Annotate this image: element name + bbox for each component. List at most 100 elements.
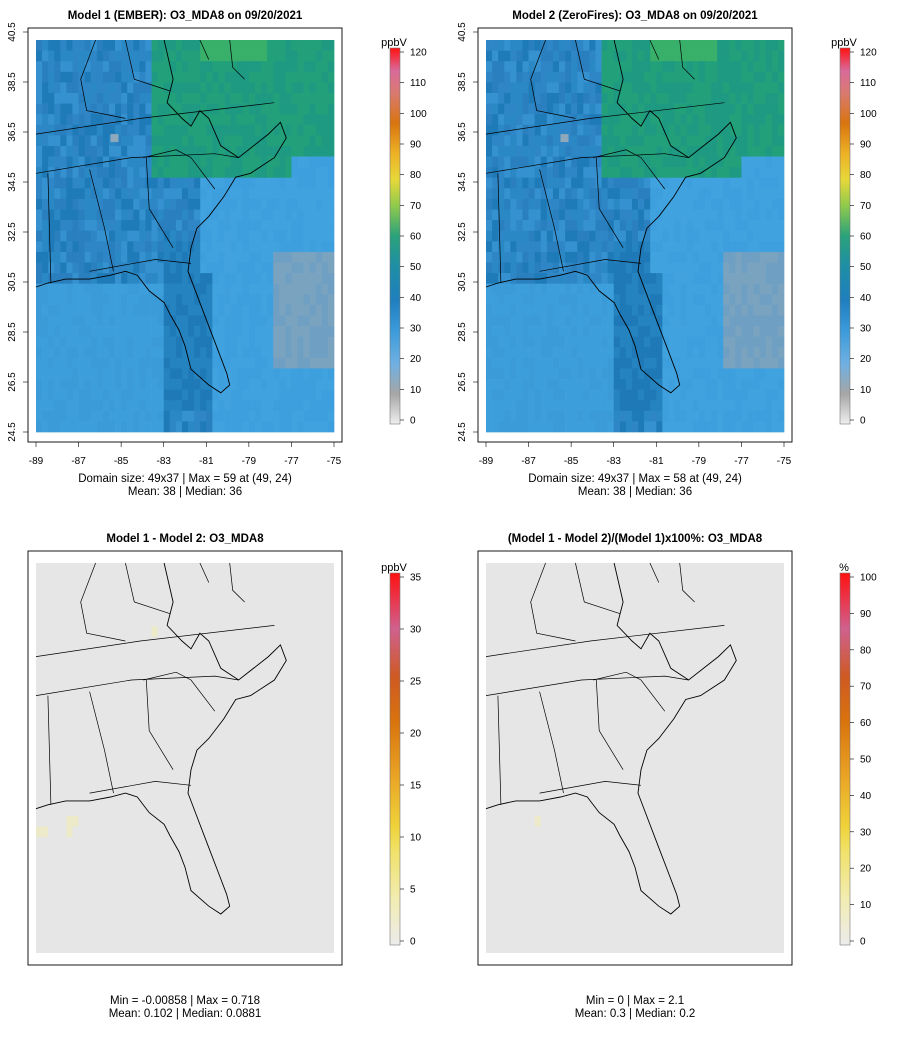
grid-cell — [747, 336, 754, 348]
grid-cell — [534, 815, 541, 827]
grid-cell — [680, 82, 688, 94]
grid-cell — [321, 135, 329, 147]
grid-cell — [717, 92, 724, 104]
grid-cell — [729, 262, 736, 274]
grid-cell — [194, 61, 201, 73]
grid-cell — [528, 188, 535, 200]
grid-cell — [315, 262, 323, 274]
grid-cell — [42, 410, 49, 422]
grid-cell — [327, 156, 335, 168]
grid-cell — [157, 230, 165, 242]
grid-cell — [261, 198, 268, 210]
grid-cell — [552, 124, 560, 136]
grid-cell — [102, 273, 110, 285]
grid-cell — [595, 114, 602, 126]
grid-cell — [188, 220, 195, 232]
grid-cell — [650, 230, 657, 242]
grid-cell — [108, 177, 116, 189]
grid-cell — [151, 114, 158, 126]
grid-cell — [522, 326, 529, 337]
grid-cell — [741, 389, 748, 401]
grid-cell — [315, 389, 323, 401]
grid-cell — [218, 315, 225, 327]
grid-cell — [625, 50, 633, 62]
grid-cell — [84, 135, 92, 147]
grid-cell — [157, 357, 165, 369]
grid-cell — [212, 209, 219, 221]
grid-cell — [60, 347, 67, 359]
stats-line-2: Mean: 38 | Median: 36 — [128, 486, 242, 498]
grid-cell — [261, 315, 268, 327]
grid-cell — [157, 177, 165, 189]
grid-cell — [327, 368, 335, 380]
grid-cell — [771, 71, 779, 83]
grid-cell — [151, 389, 158, 401]
grid-cell — [279, 114, 286, 126]
grid-cell — [528, 124, 535, 136]
grid-cell — [236, 92, 244, 104]
grid-cell — [552, 50, 560, 62]
colorbar-tick-label: 60 — [860, 232, 872, 243]
grid-cell — [309, 379, 317, 390]
grid-cell — [528, 315, 535, 327]
grid-cell — [267, 283, 274, 295]
grid-cell — [90, 61, 98, 73]
colorbar-tick-label: 0 — [860, 416, 866, 427]
grid-cell — [315, 220, 323, 232]
grid-cell — [546, 400, 554, 412]
grid-cell — [644, 389, 651, 401]
grid-cell — [139, 92, 146, 104]
grid-cell — [236, 241, 244, 253]
grid-cell — [625, 61, 633, 73]
grid-cell — [595, 82, 602, 94]
grid-cell — [285, 368, 292, 380]
grid-cell — [765, 103, 773, 115]
grid-cell — [60, 326, 67, 337]
grid-cell — [127, 294, 134, 306]
grid-cell — [66, 410, 73, 422]
grid-cell — [248, 357, 256, 369]
grid-cell — [498, 400, 505, 412]
grid-cell — [200, 124, 207, 136]
colorbar-tick-label: 10 — [410, 385, 422, 396]
grid-cell — [72, 421, 79, 433]
grid-cell — [510, 410, 517, 422]
grid-cell — [181, 273, 189, 285]
grid-cell — [777, 326, 785, 337]
grid-cell — [267, 177, 274, 189]
grid-cell — [680, 135, 688, 147]
grid-cell — [619, 251, 627, 263]
grid-cell — [303, 304, 311, 316]
grid-cell — [230, 167, 238, 179]
grid-cell — [631, 230, 639, 242]
grid-cell — [692, 177, 700, 189]
grid-cell — [60, 40, 67, 51]
grid-cell — [297, 177, 304, 189]
grid-cell — [619, 209, 627, 221]
grid-cell — [704, 251, 712, 263]
grid-cell — [486, 368, 493, 380]
grid-cell — [273, 326, 280, 337]
grid-cell — [218, 114, 225, 126]
grid-cell — [656, 262, 663, 274]
grid-cell — [589, 135, 596, 147]
grid-cell — [650, 421, 657, 433]
grid-cell — [595, 262, 602, 274]
grid-cell — [607, 336, 615, 348]
grid-cell — [698, 82, 706, 94]
grid-cell — [48, 230, 55, 242]
grid-cell — [115, 347, 122, 359]
grid-cell — [115, 103, 122, 115]
grid-cell — [753, 304, 761, 316]
grid-cell — [644, 124, 651, 136]
grid-cell — [54, 273, 61, 285]
grid-cell — [42, 40, 49, 51]
grid-cell — [54, 283, 61, 295]
grid-cell — [747, 220, 754, 232]
grid-cell — [267, 61, 274, 73]
grid-cell — [230, 50, 238, 62]
grid-cell — [674, 273, 681, 285]
grid-cell — [528, 61, 535, 73]
colorbar-tick-label: 10 — [860, 900, 872, 911]
grid-cell — [486, 304, 493, 316]
